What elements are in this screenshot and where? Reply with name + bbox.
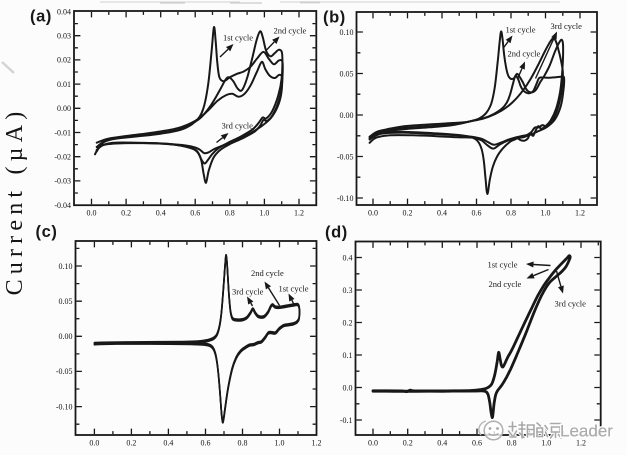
svg-text:0.2: 0.2: [121, 209, 131, 218]
svg-text:2nd cycle: 2nd cycle: [251, 268, 284, 278]
svg-text:2nd cycle: 2nd cycle: [274, 26, 307, 36]
svg-text:1.0: 1.0: [259, 209, 269, 218]
svg-text:-0.10: -0.10: [337, 194, 354, 203]
svg-text:0.4: 0.4: [437, 209, 447, 218]
svg-text:0.6: 0.6: [201, 439, 211, 448]
svg-text:0.05: 0.05: [340, 69, 354, 78]
svg-text:2nd cycle: 2nd cycle: [508, 49, 541, 59]
svg-text:3rd cycle: 3rd cycle: [555, 299, 587, 309]
svg-text:3rd cycle: 3rd cycle: [222, 121, 254, 131]
svg-text:3rd cycle: 3rd cycle: [551, 21, 583, 31]
svg-text:-0.04: -0.04: [54, 201, 71, 210]
svg-text:0.03: 0.03: [57, 32, 71, 41]
svg-text:0.0: 0.0: [368, 439, 378, 448]
svg-text:0.2: 0.2: [403, 439, 413, 448]
svg-text:0.05: 0.05: [59, 297, 73, 306]
svg-text:0.8: 0.8: [507, 439, 517, 448]
svg-text:-0.01: -0.01: [54, 128, 71, 137]
svg-text:1st cycle: 1st cycle: [279, 284, 309, 294]
svg-text:0.2: 0.2: [403, 209, 413, 218]
svg-text:-0.05: -0.05: [56, 367, 73, 376]
svg-text:0.0: 0.0: [368, 209, 378, 218]
svg-text:0.2: 0.2: [343, 318, 353, 327]
svg-text:(d): (d): [325, 224, 348, 242]
svg-text:0.6: 0.6: [472, 209, 482, 218]
svg-text:0.00: 0.00: [59, 332, 73, 341]
svg-text:0.4: 0.4: [156, 209, 166, 218]
svg-text:-0.1: -0.1: [340, 416, 353, 425]
svg-text:Leader: Leader: [560, 422, 613, 441]
svg-text:(a): (a): [30, 8, 52, 26]
svg-text:Leader: Leader: [560, 422, 613, 441]
svg-text:0.4: 0.4: [343, 253, 353, 262]
svg-text:1.0: 1.0: [275, 439, 285, 448]
svg-text:Current (µA): Current (µA): [2, 107, 28, 296]
svg-text:2nd cycle: 2nd cycle: [489, 279, 522, 289]
svg-text:1st cycle: 1st cycle: [506, 25, 536, 35]
svg-text:0.0: 0.0: [343, 383, 353, 392]
svg-text:1st cycle: 1st cycle: [488, 260, 518, 270]
svg-text:1.2: 1.2: [294, 209, 304, 218]
svg-text:0.4: 0.4: [163, 439, 173, 448]
svg-text:0.3: 0.3: [343, 286, 353, 295]
svg-text:0.10: 0.10: [340, 28, 354, 37]
svg-text:0.00: 0.00: [340, 111, 354, 120]
svg-text:-0.05: -0.05: [337, 152, 354, 161]
svg-text:-0.03: -0.03: [54, 177, 71, 186]
svg-text:0.0: 0.0: [89, 439, 99, 448]
svg-text:(c): (c): [36, 223, 58, 241]
svg-text:0.04: 0.04: [57, 7, 71, 16]
svg-text:1.2: 1.2: [576, 439, 586, 448]
svg-text:1.0: 1.0: [541, 209, 551, 218]
svg-text:0.6: 0.6: [190, 209, 200, 218]
svg-text:0.01: 0.01: [57, 80, 71, 89]
svg-text:0.2: 0.2: [126, 439, 136, 448]
svg-text:1st cycle: 1st cycle: [223, 33, 253, 43]
svg-text:0.8: 0.8: [225, 209, 235, 218]
svg-text:1.2: 1.2: [312, 439, 322, 448]
svg-text:(b): (b): [323, 9, 346, 27]
svg-text:-0.02: -0.02: [54, 153, 71, 162]
svg-text:-0.10: -0.10: [56, 402, 73, 411]
svg-text:0.8: 0.8: [506, 209, 516, 218]
svg-text:0.4: 0.4: [437, 439, 447, 448]
svg-text:0.6: 0.6: [472, 439, 482, 448]
svg-text:0.1: 0.1: [343, 351, 353, 360]
svg-text:0.10: 0.10: [59, 262, 73, 271]
svg-text:0.0: 0.0: [87, 209, 97, 218]
svg-text:0.02: 0.02: [57, 56, 71, 65]
svg-text:0.8: 0.8: [238, 439, 248, 448]
svg-text:1.0: 1.0: [541, 439, 551, 448]
svg-text:1.2: 1.2: [575, 209, 585, 218]
svg-text:3rd cycle: 3rd cycle: [232, 287, 264, 297]
svg-text:0.00: 0.00: [57, 104, 71, 113]
